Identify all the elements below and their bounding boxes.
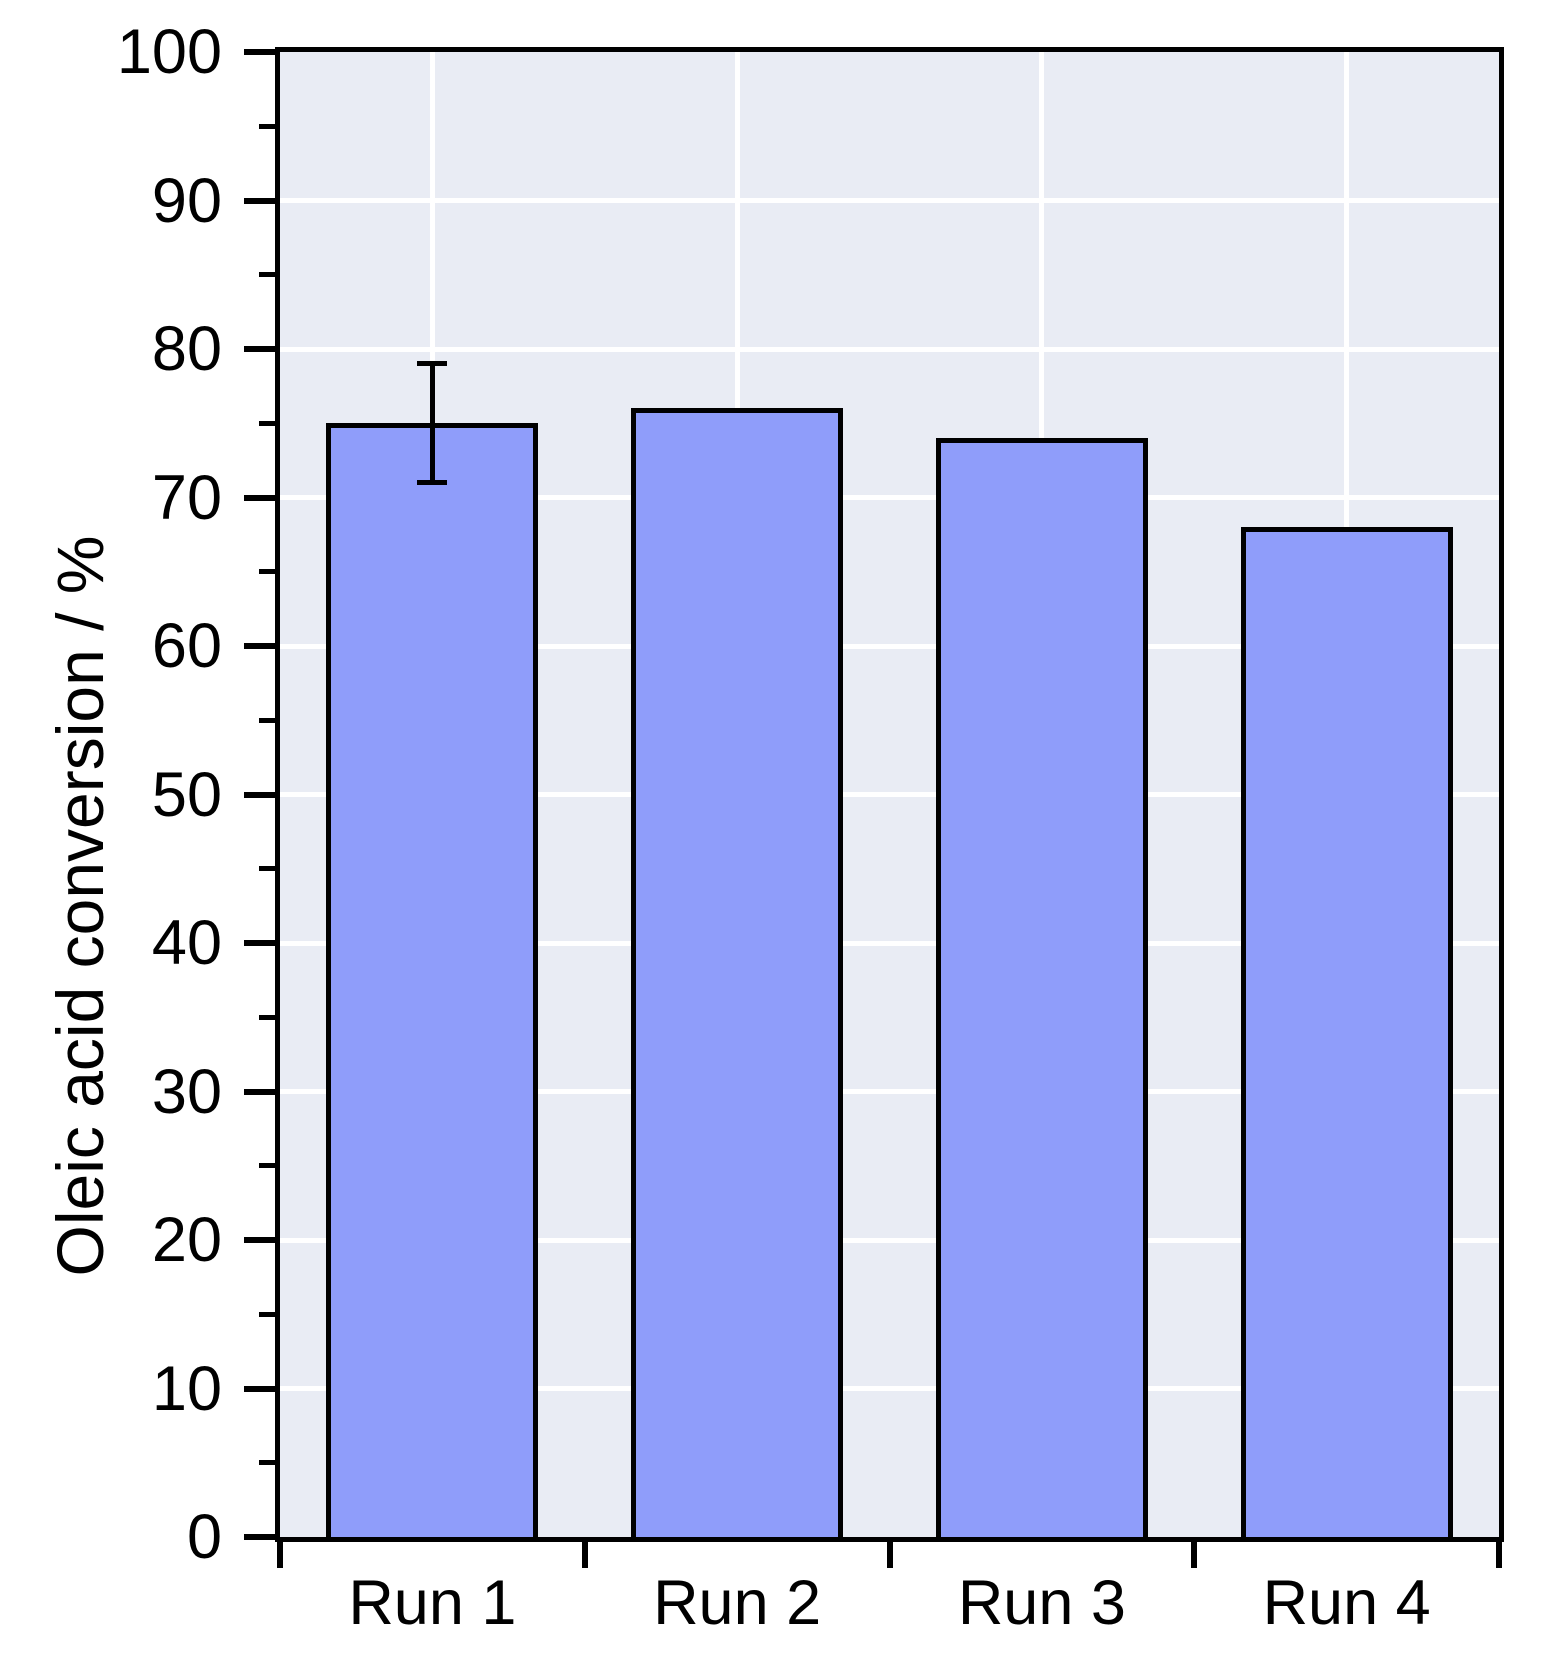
- gridline-horizontal-80: [280, 346, 1499, 352]
- y-minor-tick-45: [259, 866, 275, 872]
- error-bar-cap-top: [417, 361, 448, 367]
- y-major-tick-20: [244, 1237, 275, 1243]
- y-tick-label-40: 40: [151, 908, 222, 978]
- x-category-label-run-4: Run 4: [1262, 1568, 1431, 1638]
- y-major-tick-60: [244, 643, 275, 649]
- gridline-horizontal-60: [280, 643, 1499, 649]
- y-major-tick-70: [244, 494, 275, 501]
- y-tick-label-30: 30: [151, 1056, 222, 1127]
- y-minor-tick-85: [259, 272, 275, 278]
- x-tick-0: [277, 1542, 283, 1568]
- error-bar-cap-bottom: [417, 480, 448, 486]
- y-minor-tick-75: [259, 420, 275, 426]
- bar-run-3: [935, 438, 1148, 1537]
- error-bar-line: [429, 363, 435, 483]
- gridline-horizontal-20: [280, 1237, 1499, 1243]
- x-tick-2: [886, 1542, 893, 1568]
- y-minor-tick-95: [259, 123, 275, 129]
- y-minor-tick-15: [259, 1311, 275, 1317]
- gridline-horizontal-50: [280, 792, 1499, 797]
- y-minor-tick-55: [259, 717, 275, 723]
- y-minor-tick-25: [259, 1163, 275, 1169]
- y-minor-tick-35: [259, 1014, 275, 1020]
- bar-run-4: [1240, 527, 1453, 1537]
- y-major-tick-0: [244, 1534, 275, 1540]
- gridline-horizontal-90: [280, 198, 1499, 203]
- plot-frame: [275, 47, 1504, 1542]
- y-major-tick-90: [244, 197, 275, 204]
- x-category-label-run-3: Run 3: [957, 1568, 1126, 1638]
- y-tick-label-70: 70: [151, 462, 222, 533]
- gridline-horizontal-10: [280, 1386, 1499, 1391]
- gridline-horizontal-30: [280, 1089, 1499, 1094]
- y-tick-label-60: 60: [151, 611, 222, 681]
- y-tick-label-100: 100: [116, 17, 222, 87]
- y-major-tick-50: [244, 791, 275, 798]
- y-tick-label-90: 90: [151, 165, 222, 236]
- y-major-tick-80: [244, 346, 275, 352]
- y-major-tick-10: [244, 1385, 275, 1392]
- y-major-tick-40: [244, 940, 275, 946]
- y-major-tick-30: [244, 1088, 275, 1095]
- x-category-label-run-1: Run 1: [348, 1568, 517, 1638]
- gridline-horizontal-70: [280, 495, 1499, 500]
- bar-run-1: [326, 423, 539, 1537]
- bar-run-2: [631, 408, 844, 1537]
- x-tick-3: [1191, 1542, 1198, 1568]
- y-major-tick-100: [244, 49, 275, 55]
- y-tick-label-80: 80: [151, 314, 222, 384]
- y-tick-label-20: 20: [151, 1205, 222, 1275]
- y-minor-tick-5: [259, 1460, 275, 1466]
- y-tick-label-50: 50: [151, 759, 222, 830]
- y-minor-tick-65: [259, 569, 275, 575]
- y-tick-label-10: 10: [151, 1353, 222, 1424]
- gridline-horizontal-40: [280, 940, 1499, 946]
- y-tick-label-0: 0: [186, 1502, 222, 1572]
- x-tick-4: [1496, 1542, 1502, 1568]
- x-tick-1: [581, 1542, 588, 1568]
- x-category-label-run-2: Run 2: [653, 1568, 822, 1638]
